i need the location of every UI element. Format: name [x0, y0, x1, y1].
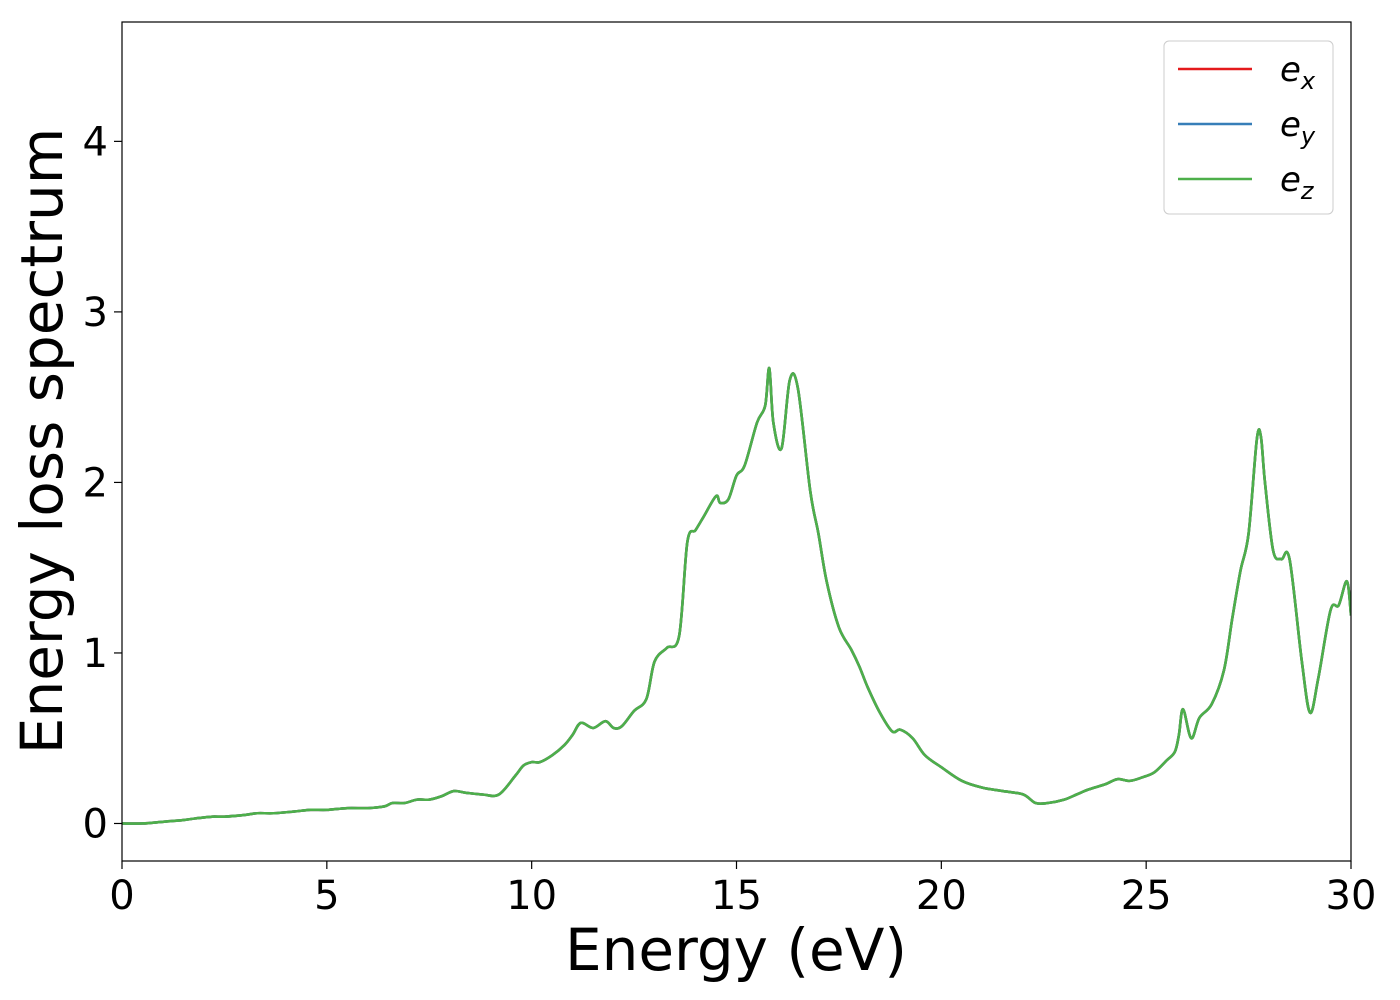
series-line-e-y — [122, 366, 1351, 825]
x-tick-label: 15 — [711, 873, 762, 919]
y-tick-label: 0 — [83, 801, 108, 847]
series-layer — [122, 366, 1351, 825]
legend-label: ex — [1280, 50, 1316, 95]
x-tick-label: 25 — [1121, 873, 1172, 919]
x-tick-label: 30 — [1326, 873, 1377, 919]
legend-label: ez — [1280, 160, 1315, 205]
x-tick-label: 20 — [916, 873, 967, 919]
legend: ex ey ez — [1163, 40, 1334, 215]
y-tick-label: 2 — [83, 460, 108, 506]
y-tick-label: 4 — [83, 119, 108, 165]
axis-ticks: 0 5 10 15 20 25 30 0 1 2 3 4 — [83, 119, 1377, 919]
x-axis-label: Energy (eV) — [565, 916, 907, 984]
x-tick-label: 10 — [506, 873, 557, 919]
x-tick-label: 5 — [314, 873, 339, 919]
series-line-e-z — [122, 366, 1351, 825]
y-tick-label: 3 — [83, 290, 108, 336]
x-tick-label: 0 — [109, 873, 134, 919]
legend-label: ey — [1280, 105, 1316, 150]
y-tick-label: 1 — [83, 631, 108, 677]
legend-frame — [1163, 40, 1334, 215]
y-axis-label: Energy loss spectrum — [8, 128, 76, 754]
series-line-e-x — [122, 366, 1351, 825]
